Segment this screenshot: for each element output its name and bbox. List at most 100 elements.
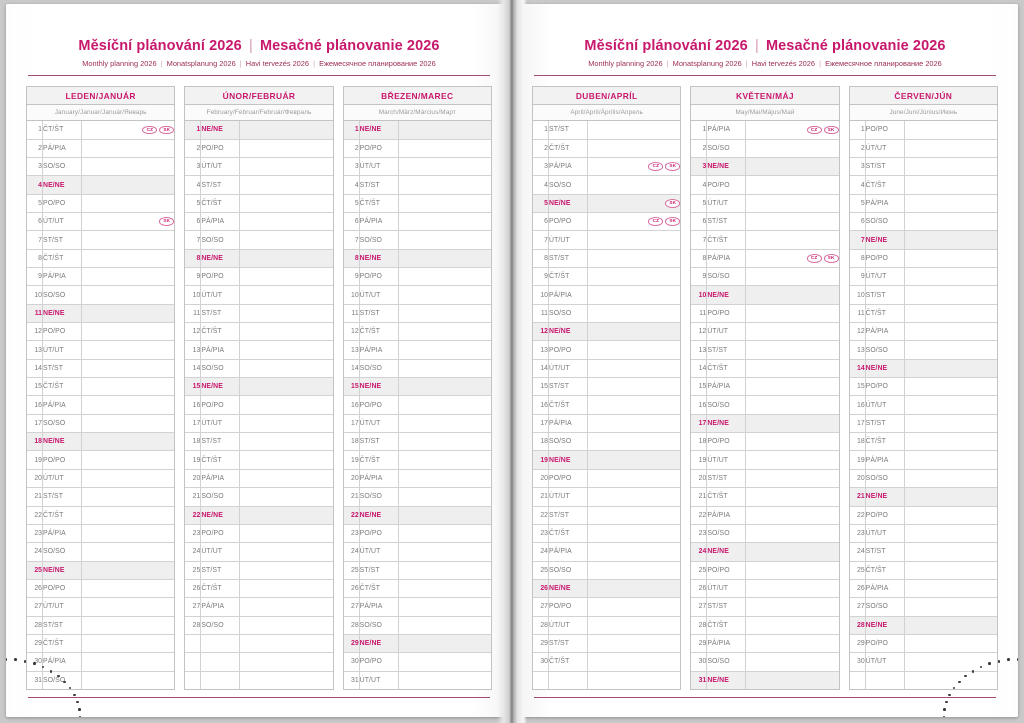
day-note-field[interactable] bbox=[745, 322, 839, 342]
day-note-field[interactable] bbox=[239, 524, 333, 544]
day-note-field[interactable] bbox=[587, 267, 681, 287]
day-note-field[interactable] bbox=[398, 432, 491, 452]
day-note-field[interactable] bbox=[81, 652, 175, 672]
day-note-field[interactable] bbox=[398, 671, 491, 689]
day-note-field[interactable] bbox=[904, 450, 997, 470]
day-note-field[interactable] bbox=[745, 579, 839, 599]
day-note-field[interactable] bbox=[587, 285, 681, 305]
day-note-field[interactable] bbox=[81, 524, 175, 544]
day-note-field[interactable] bbox=[745, 634, 839, 654]
day-note-field[interactable] bbox=[239, 414, 333, 434]
day-note-field[interactable] bbox=[398, 121, 491, 140]
day-note-field[interactable] bbox=[81, 450, 175, 470]
day-note-field[interactable] bbox=[239, 359, 333, 379]
day-note-field[interactable] bbox=[81, 432, 175, 452]
day-note-field[interactable] bbox=[81, 377, 175, 397]
day-note-field[interactable] bbox=[904, 597, 997, 617]
day-note-field[interactable] bbox=[81, 267, 175, 287]
day-note-field[interactable] bbox=[587, 395, 681, 415]
day-note-field[interactable] bbox=[587, 121, 681, 140]
day-note-field[interactable] bbox=[398, 175, 491, 195]
day-note-field[interactable] bbox=[81, 340, 175, 360]
day-note-field[interactable] bbox=[398, 212, 491, 232]
day-note-field[interactable] bbox=[587, 340, 681, 360]
day-note-field[interactable] bbox=[239, 579, 333, 599]
day-note-field[interactable] bbox=[904, 340, 997, 360]
day-note-field[interactable] bbox=[904, 249, 997, 269]
day-note-field[interactable] bbox=[239, 561, 333, 580]
day-note-field[interactable] bbox=[239, 175, 333, 195]
day-note-field[interactable] bbox=[904, 194, 997, 214]
day-note-field[interactable] bbox=[904, 395, 997, 415]
day-note-field[interactable] bbox=[904, 157, 997, 177]
day-note-field[interactable] bbox=[745, 450, 839, 470]
day-note-field[interactable] bbox=[587, 634, 681, 654]
day-note-field[interactable] bbox=[745, 542, 839, 562]
day-note-field[interactable] bbox=[904, 230, 997, 250]
day-note-field[interactable] bbox=[81, 139, 175, 158]
day-note-field[interactable] bbox=[745, 285, 839, 305]
day-note-field[interactable] bbox=[239, 121, 333, 140]
day-note-field[interactable] bbox=[398, 285, 491, 305]
day-note-field[interactable] bbox=[587, 377, 681, 397]
day-note-field[interactable] bbox=[904, 212, 997, 232]
day-note-field[interactable] bbox=[904, 322, 997, 342]
day-note-field[interactable] bbox=[239, 487, 333, 507]
day-note-field[interactable] bbox=[81, 487, 175, 507]
day-note-field[interactable] bbox=[904, 414, 997, 434]
day-note-field[interactable] bbox=[745, 395, 839, 415]
day-note-field[interactable] bbox=[745, 175, 839, 195]
day-note-field[interactable] bbox=[239, 469, 333, 489]
day-note-field[interactable] bbox=[239, 542, 333, 562]
day-note-field[interactable] bbox=[81, 469, 175, 489]
day-note-field[interactable] bbox=[81, 616, 175, 635]
day-note-field[interactable] bbox=[398, 340, 491, 360]
day-note-field[interactable] bbox=[587, 506, 681, 525]
day-note-field[interactable] bbox=[587, 597, 681, 617]
day-note-field[interactable] bbox=[745, 671, 839, 689]
day-note-field[interactable] bbox=[398, 304, 491, 324]
day-note-field[interactable] bbox=[904, 671, 997, 689]
day-note-field[interactable] bbox=[904, 432, 997, 452]
day-note-field[interactable] bbox=[81, 285, 175, 305]
day-note-field[interactable] bbox=[745, 230, 839, 250]
day-note-field[interactable] bbox=[745, 506, 839, 525]
day-note-field[interactable] bbox=[239, 249, 333, 269]
day-note-field[interactable] bbox=[239, 212, 333, 232]
day-note-field[interactable] bbox=[745, 524, 839, 544]
day-note-field[interactable]: CZ SK bbox=[587, 157, 681, 177]
day-note-field[interactable] bbox=[239, 634, 333, 654]
day-note-field[interactable] bbox=[904, 506, 997, 525]
day-note-field[interactable] bbox=[904, 469, 997, 489]
day-note-field[interactable] bbox=[904, 175, 997, 195]
day-note-field[interactable] bbox=[587, 524, 681, 544]
day-note-field[interactable] bbox=[904, 652, 997, 672]
day-note-field[interactable] bbox=[904, 139, 997, 158]
day-note-field[interactable] bbox=[398, 634, 491, 654]
day-note-field[interactable] bbox=[587, 359, 681, 379]
day-note-field[interactable] bbox=[398, 487, 491, 507]
day-note-field[interactable] bbox=[587, 579, 681, 599]
day-note-field[interactable] bbox=[587, 175, 681, 195]
day-note-field[interactable] bbox=[745, 487, 839, 507]
day-note-field[interactable] bbox=[904, 579, 997, 599]
day-note-field[interactable] bbox=[745, 432, 839, 452]
day-note-field[interactable] bbox=[81, 414, 175, 434]
day-note-field[interactable]: SK bbox=[81, 212, 175, 232]
day-note-field[interactable] bbox=[745, 212, 839, 232]
day-note-field[interactable] bbox=[398, 414, 491, 434]
day-note-field[interactable] bbox=[904, 267, 997, 287]
day-note-field[interactable] bbox=[745, 597, 839, 617]
day-note-field[interactable] bbox=[398, 230, 491, 250]
day-note-field[interactable] bbox=[239, 377, 333, 397]
day-note-field[interactable] bbox=[745, 414, 839, 434]
day-note-field[interactable] bbox=[81, 304, 175, 324]
day-note-field[interactable] bbox=[239, 230, 333, 250]
day-note-field[interactable] bbox=[81, 579, 175, 599]
day-note-field[interactable] bbox=[398, 139, 491, 158]
day-note-field[interactable] bbox=[398, 359, 491, 379]
day-note-field[interactable] bbox=[904, 121, 997, 140]
day-note-field[interactable] bbox=[398, 469, 491, 489]
day-note-field[interactable] bbox=[239, 597, 333, 617]
day-note-field[interactable] bbox=[398, 194, 491, 214]
